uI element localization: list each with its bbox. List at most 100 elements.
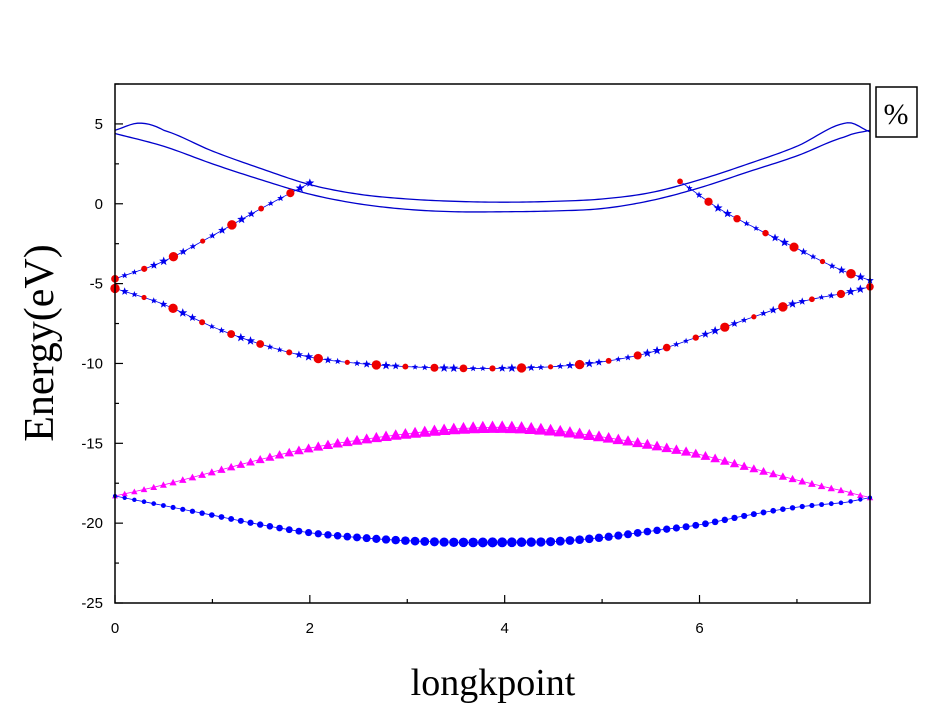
series-6-circle bbox=[555, 536, 565, 546]
series-3-star bbox=[247, 209, 256, 218]
series-2-star bbox=[276, 346, 283, 353]
series-5-triangle bbox=[808, 479, 816, 487]
series-6-circle bbox=[682, 523, 690, 531]
series-6-circle bbox=[750, 511, 757, 518]
series-6-circle bbox=[170, 504, 176, 510]
series-5-triangle bbox=[632, 436, 644, 448]
series-2-star bbox=[595, 358, 603, 366]
series-5-triangle bbox=[150, 483, 158, 490]
series-2-dot bbox=[605, 357, 612, 364]
series-2-star bbox=[683, 337, 690, 344]
series-6-circle bbox=[594, 533, 604, 543]
series-2-star bbox=[710, 325, 720, 335]
series-2-star bbox=[120, 287, 129, 295]
series-5-triangle bbox=[131, 488, 138, 495]
series-5-triangle bbox=[313, 441, 324, 451]
y-tick-label: -20 bbox=[81, 515, 103, 532]
series-6-circle bbox=[633, 529, 642, 537]
series-4-dot bbox=[762, 229, 769, 237]
series-5-triangle bbox=[690, 448, 701, 458]
series-6-circle bbox=[458, 537, 469, 548]
series-2-star bbox=[334, 357, 341, 365]
series-2-star bbox=[439, 363, 449, 372]
series-6-circle bbox=[770, 507, 777, 514]
series-2-dot bbox=[489, 365, 496, 372]
series-5-triangle bbox=[739, 461, 749, 470]
series-5-triangle bbox=[255, 455, 265, 464]
series-5-triangle bbox=[700, 450, 711, 460]
series-2-star bbox=[150, 297, 158, 304]
series-5-triangle bbox=[485, 420, 500, 433]
series-6-circle bbox=[353, 533, 361, 542]
series-2-star bbox=[788, 299, 797, 308]
y-tick-label: -15 bbox=[81, 435, 103, 452]
series-6-circle bbox=[372, 534, 381, 543]
series-5-triangle bbox=[188, 473, 197, 481]
series-6-circle bbox=[410, 536, 420, 546]
series-2-star bbox=[188, 313, 197, 321]
series-6-circle bbox=[741, 512, 748, 520]
series-6-circle bbox=[401, 536, 410, 545]
y-tick-label: -5 bbox=[90, 276, 103, 293]
series-5-triangle bbox=[121, 490, 128, 497]
series-6-circle bbox=[809, 502, 815, 509]
series-6-circle bbox=[653, 526, 661, 535]
series-2-star bbox=[642, 348, 652, 358]
series-6-circle bbox=[343, 532, 352, 541]
series-5-triangle bbox=[778, 472, 788, 480]
legend: % bbox=[875, 86, 918, 138]
series-6-circle bbox=[218, 514, 225, 520]
series-5-triangle bbox=[437, 423, 451, 435]
series-6-circle bbox=[381, 535, 391, 544]
series-2-star bbox=[362, 359, 371, 368]
series-2-star bbox=[730, 319, 739, 327]
series-6-circle bbox=[721, 516, 729, 524]
series-2-line bbox=[114, 286, 871, 369]
series-6-circle bbox=[536, 537, 546, 547]
series-5-triangle bbox=[788, 474, 797, 483]
series-2-star bbox=[266, 343, 274, 350]
series-6-circle bbox=[497, 537, 508, 548]
series-6-circle bbox=[439, 537, 449, 547]
series-2-dot bbox=[402, 363, 409, 370]
series-5-triangle bbox=[265, 452, 275, 461]
series-6-circle bbox=[819, 502, 825, 508]
series-3 bbox=[111, 178, 315, 283]
series-4-star bbox=[809, 253, 817, 260]
series-6-circle bbox=[247, 519, 254, 526]
series-4 bbox=[677, 178, 874, 284]
series-2-dot bbox=[141, 294, 147, 301]
series-5-triangle bbox=[370, 431, 383, 443]
series-6-circle bbox=[565, 536, 575, 545]
series-5-triangle bbox=[729, 458, 740, 468]
series-5 bbox=[112, 420, 874, 501]
series-2-star bbox=[827, 291, 835, 299]
series-3-star bbox=[131, 268, 138, 275]
series-1 bbox=[114, 129, 871, 213]
series-2-star bbox=[353, 359, 361, 367]
series-5-triangle bbox=[798, 477, 807, 485]
series-6-circle bbox=[160, 503, 166, 508]
series-2-star bbox=[178, 308, 188, 317]
series-5-triangle bbox=[226, 462, 236, 471]
series-5-triangle bbox=[622, 435, 634, 446]
series-5-triangle bbox=[573, 427, 586, 439]
series-2-dot bbox=[692, 334, 699, 341]
series-5-triangle bbox=[476, 420, 490, 433]
series-5-triangle bbox=[514, 421, 529, 434]
series-6-circle bbox=[604, 532, 613, 541]
series-3-star bbox=[277, 194, 285, 202]
series-5-triangle bbox=[768, 469, 778, 478]
series-6-circle bbox=[266, 523, 274, 530]
series-4-star bbox=[799, 247, 808, 256]
series-2-dot bbox=[168, 303, 178, 314]
series-2-star bbox=[449, 363, 459, 373]
series-6-circle bbox=[180, 506, 186, 512]
series-2-star bbox=[818, 294, 825, 300]
series-6-circle bbox=[663, 525, 671, 533]
series-5-triangle bbox=[418, 425, 431, 437]
series-6-circle bbox=[256, 521, 264, 528]
series-2 bbox=[110, 283, 874, 373]
y-tick-label: 5 bbox=[95, 116, 103, 133]
